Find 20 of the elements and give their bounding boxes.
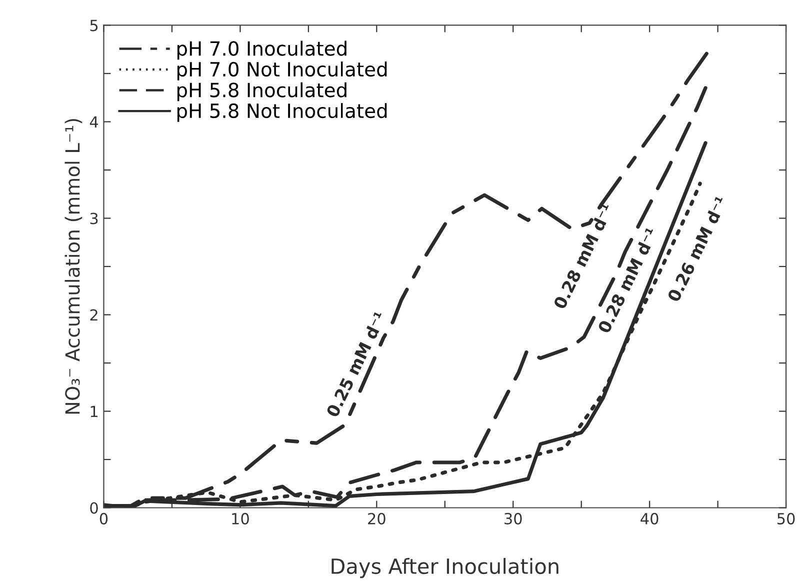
y-tick-label: 4 (90, 116, 98, 128)
x-tick-label: 40 (640, 512, 658, 524)
x-tick-label: 30 (504, 512, 522, 524)
legend-label: pH 7.0 Inoculated (177, 40, 346, 60)
y-tick-label: 5 (90, 20, 98, 32)
legend-label: pH 5.8 Not Inoculated (177, 103, 387, 122)
y-tick-label: 0 (90, 502, 98, 514)
x-tick-label: 10 (232, 512, 249, 524)
x-tick-label: 0 (100, 512, 108, 524)
legend-label: pH 5.8 Inoculated (177, 82, 346, 102)
y-tick-label: 3 (90, 212, 98, 224)
annotation: 0.25 mM d⁻¹ (326, 310, 387, 418)
x-axis-title: Days After Inoculation (332, 558, 558, 578)
x-tick-label: 20 (368, 512, 386, 524)
x-tick-label: 50 (777, 512, 795, 524)
y-axis-title: NO₃⁻ Accumulation (mmol L⁻¹) (64, 119, 82, 414)
legend-label: pH 7.0 Not Inoculated (177, 62, 387, 80)
annotation: 0.26 mM d⁻¹ (666, 195, 728, 303)
y-tick-label: 1 (90, 406, 98, 418)
y-tick-label: 2 (90, 309, 98, 321)
